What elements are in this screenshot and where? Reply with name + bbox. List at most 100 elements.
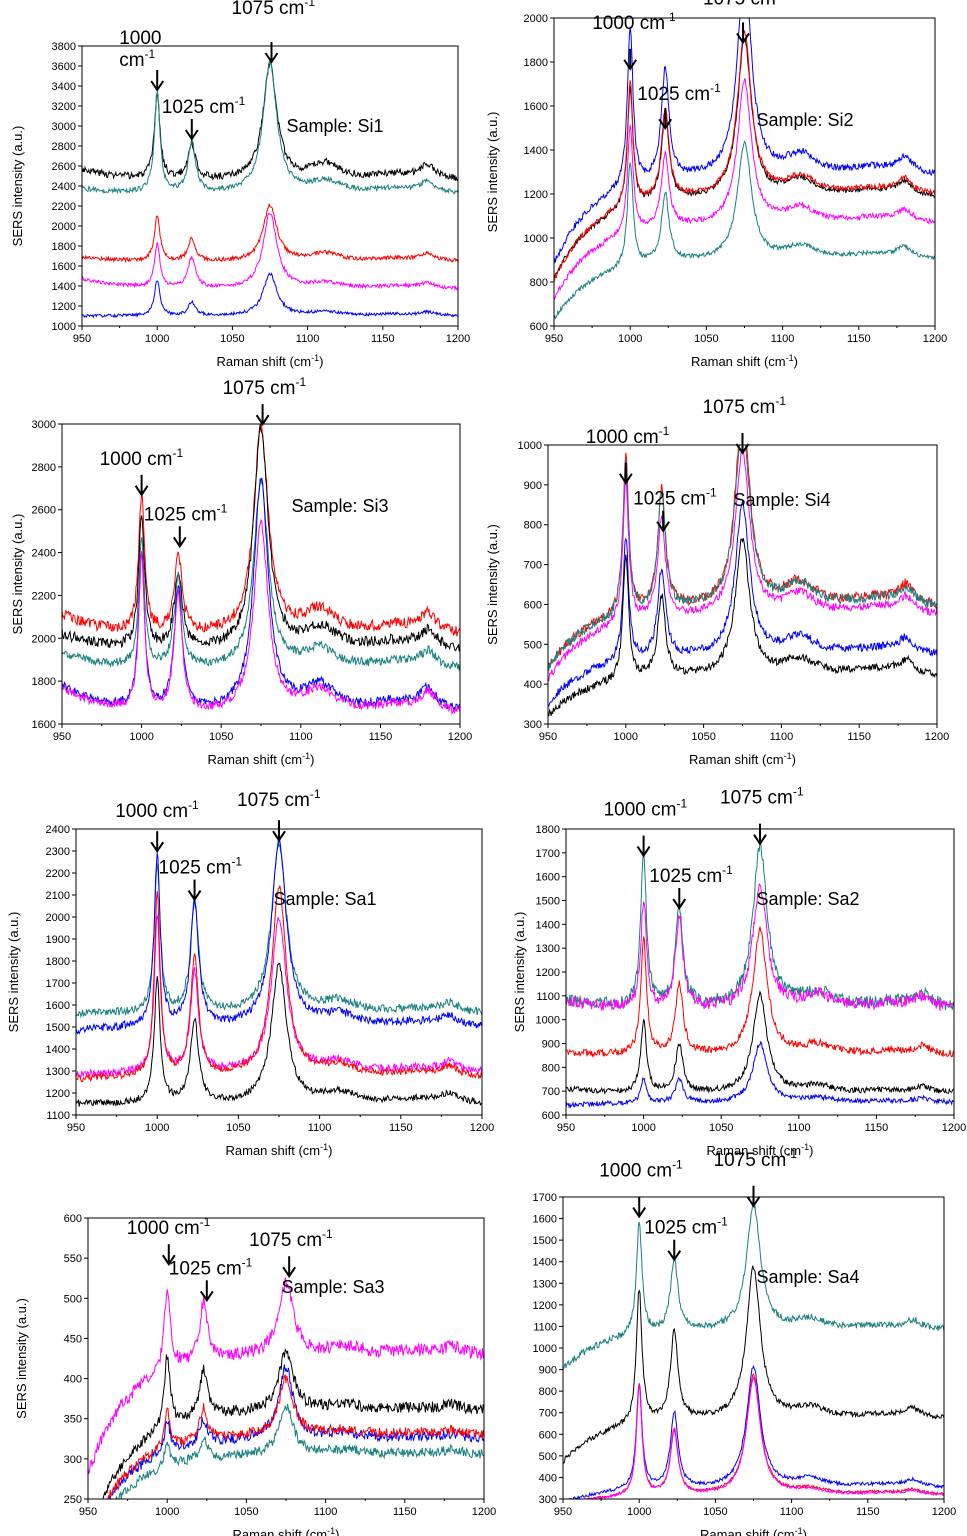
x-tick-label: 1050 [709, 1122, 733, 1134]
chart-panel: 950 1000 1050 1100 1150 1200 600 700 800 900 1000 1… [512, 785, 966, 1158]
spectrum-series-line [88, 1347, 485, 1500]
y-tick-label: 1500 [536, 896, 560, 908]
y-tick-label: 1500 [533, 1235, 557, 1247]
x-tick-label: 1100 [770, 731, 794, 743]
spectrum-series-line [88, 1374, 485, 1500]
y-axis-label: SERS intensity (a.u.) [512, 912, 527, 1033]
peak-label: 1000 [119, 28, 161, 49]
spectrum-series-line [61, 519, 461, 716]
peak-label: 1075 cm-1 [703, 394, 787, 418]
y-tick-label: 800 [524, 520, 542, 532]
y-tick-label: 1600 [46, 1000, 70, 1012]
y-tick-label: 3200 [52, 101, 76, 113]
spectrum-series-line [547, 499, 938, 707]
y-tick-label: 1800 [46, 956, 70, 968]
x-tick-label: 1100 [771, 333, 795, 345]
spectrum-series-line [562, 1202, 945, 1370]
spectrum-series-line [81, 212, 459, 291]
y-tick-label: 1400 [524, 145, 548, 157]
y-tick-label: 700 [524, 560, 542, 572]
y-tick-label: 600 [539, 1429, 557, 1441]
spectrum-series-line [75, 840, 483, 1019]
y-tick-label: 550 [64, 1253, 82, 1265]
x-axis-label: Raman shift (cm-1) [217, 353, 324, 369]
y-tick-label: 2600 [32, 505, 56, 517]
y-tick-label: 2600 [52, 161, 76, 173]
y-tick-label: 2300 [46, 846, 70, 858]
spectrum-series-line [565, 840, 955, 1010]
x-tick-label: 1200 [925, 731, 949, 743]
x-tick-label: 1050 [234, 1506, 258, 1518]
spectrum-series-line [88, 1364, 485, 1501]
peak-arrow-head [658, 118, 673, 131]
sample-label: Sample: Sa1 [273, 889, 376, 909]
sample-label: Sample: Si4 [733, 490, 830, 510]
peak-arrow-head [161, 1254, 176, 1266]
spectrum-series-line [75, 962, 483, 1107]
peak-label: 1025 cm-1 [162, 94, 246, 118]
peak-arrow-head [134, 485, 149, 497]
y-tick-label: 300 [539, 1494, 557, 1506]
x-tick-label: 1000 [155, 1506, 179, 1518]
x-tick-label: 1200 [448, 731, 472, 743]
peak-label: 1075 cm-1 [249, 1227, 333, 1251]
spectrum-series-line [61, 479, 461, 671]
peak-label: 1000 cm-1 [599, 1158, 683, 1182]
spectrum-series-line [75, 885, 483, 1083]
x-axis-label: Raman shift (cm-1) [208, 751, 315, 767]
y-tick-label: 600 [530, 321, 548, 333]
y-tick-label: 450 [64, 1333, 82, 1345]
peak-arrow-head [255, 414, 270, 426]
x-tick-label: 1000 [631, 1122, 655, 1134]
peak-arrow-head [150, 80, 165, 92]
peak-arrow-head [753, 834, 767, 846]
x-tick-label: 1000 [614, 731, 638, 743]
y-tick-label: 1400 [533, 1257, 557, 1269]
plot-frame [562, 1196, 945, 1500]
x-tick-label: 1200 [446, 333, 470, 345]
y-tick-label: 1200 [524, 189, 548, 201]
y-tick-label: 700 [542, 1086, 560, 1098]
y-tick-label: 1000 [52, 321, 76, 333]
x-tick-label: 1000 [129, 731, 153, 743]
y-tick-label: 1700 [46, 978, 70, 990]
x-axis-label: Raman shift (cm-1) [700, 1526, 807, 1536]
x-tick-label: 1150 [371, 333, 395, 345]
y-tick-label: 900 [524, 480, 542, 492]
y-tick-label: 1800 [52, 241, 76, 253]
plot-frame [87, 1217, 485, 1500]
y-tick-label: 1000 [533, 1343, 557, 1355]
peak-arrow-head [672, 898, 687, 910]
y-tick-label: 1700 [533, 1192, 557, 1204]
x-tick-label: 1200 [472, 1506, 496, 1518]
peak-arrow-head [264, 52, 279, 64]
y-tick-label: 250 [64, 1494, 82, 1506]
x-tick-label: 950 [554, 1506, 572, 1518]
peak-label: 1025 cm-1 [144, 501, 228, 525]
y-tick-label: 600 [524, 599, 542, 611]
y-tick-label: 500 [64, 1293, 82, 1305]
y-tick-label: 1000 [518, 440, 542, 452]
x-tick-label: 1200 [470, 1122, 494, 1134]
y-tick-label: 400 [524, 679, 542, 691]
spectrum-series-line [565, 1040, 955, 1109]
y-tick-label: 1200 [533, 1300, 557, 1312]
y-tick-label: 900 [539, 1365, 557, 1377]
sample-label: Sample: Sa2 [756, 889, 859, 909]
y-tick-label: 400 [64, 1374, 82, 1386]
sample-label: Sample: Si1 [286, 116, 383, 136]
y-tick-label: 2000 [32, 633, 56, 645]
x-tick-label: 950 [545, 333, 563, 345]
plot-frame [565, 828, 955, 1116]
y-tick-label: 350 [64, 1414, 82, 1426]
y-tick-label: 2200 [52, 201, 76, 213]
spectrum-series-line [75, 915, 483, 1078]
plot-frame [75, 828, 483, 1116]
x-tick-label: 950 [539, 731, 557, 743]
y-tick-label: 1800 [32, 676, 56, 688]
spectrum-series-line [553, 30, 936, 283]
y-tick-label: 2100 [46, 890, 70, 902]
y-tick-label: 3400 [52, 81, 76, 93]
y-tick-label: 300 [64, 1454, 82, 1466]
